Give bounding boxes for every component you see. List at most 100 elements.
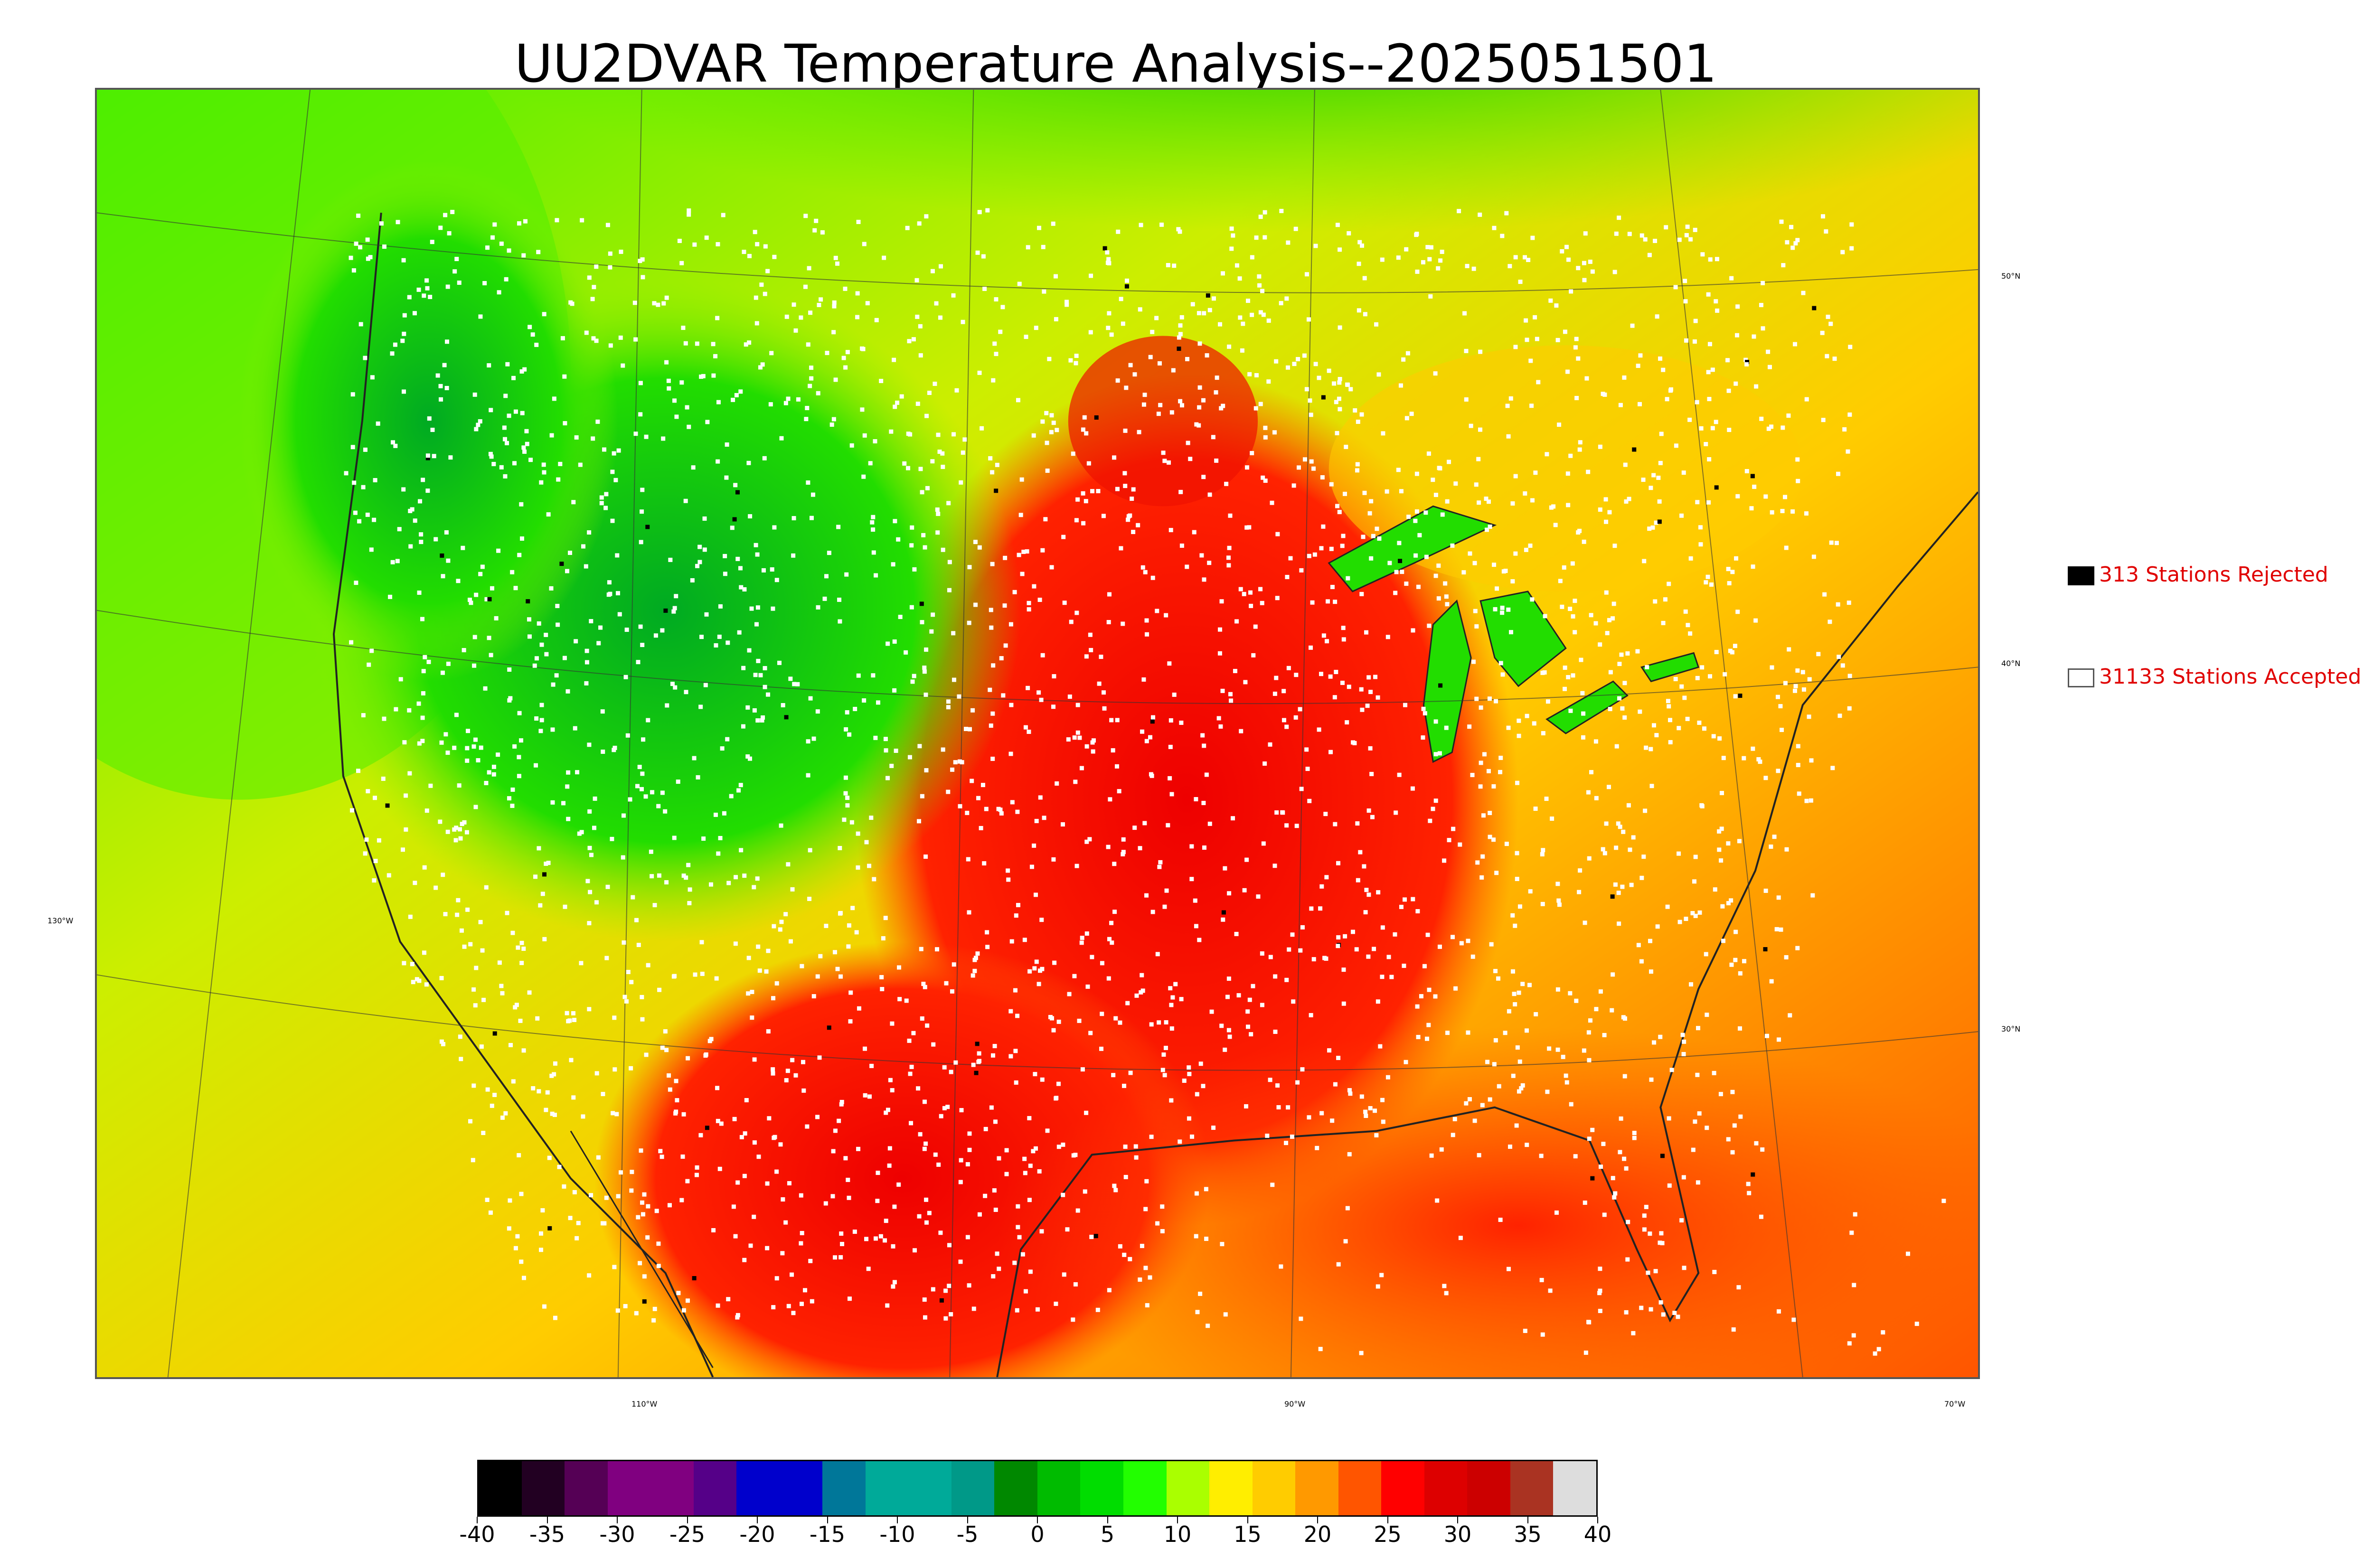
station-dot — [1528, 889, 1533, 894]
station-dot — [1321, 524, 1326, 529]
station-dot — [1354, 947, 1359, 952]
station-dot — [959, 1158, 963, 1163]
station-dot — [510, 803, 515, 808]
station-dot — [743, 1131, 747, 1136]
station-dot — [980, 426, 984, 431]
station-dot — [1576, 266, 1581, 271]
station-dot — [752, 1140, 757, 1145]
station-dot — [1632, 447, 1637, 452]
station-dot — [415, 977, 419, 982]
station-dot — [1044, 411, 1049, 415]
station-dot — [587, 845, 592, 850]
station-dot — [459, 928, 464, 933]
station-dot — [1324, 875, 1329, 880]
station-dot — [1214, 390, 1218, 395]
station-dot — [522, 367, 527, 372]
station-dot — [1369, 499, 1374, 504]
station-dot — [407, 708, 412, 713]
station-dot — [1340, 680, 1345, 685]
station-dot — [1530, 597, 1535, 602]
station-dot — [838, 1255, 843, 1259]
station-dot — [1573, 1154, 1578, 1159]
station-dot — [638, 259, 642, 263]
station-dot — [1497, 1084, 1501, 1089]
station-dot — [856, 831, 860, 836]
station-dot — [1341, 967, 1346, 972]
station-dot — [643, 794, 648, 799]
station-dot — [1125, 278, 1130, 283]
station-dot — [1696, 1026, 1700, 1031]
station-dot — [1276, 1105, 1281, 1109]
station-dot — [1523, 1329, 1527, 1333]
station-dot — [1734, 556, 1739, 561]
station-dot — [608, 343, 613, 348]
station-dot — [1245, 1009, 1250, 1014]
station-dot — [575, 1236, 579, 1240]
station-dot — [1426, 451, 1431, 456]
station-dot — [1355, 468, 1360, 473]
station-dot — [942, 1065, 947, 1070]
station-dot — [430, 240, 434, 244]
station-dot — [913, 1248, 917, 1253]
station-dot — [1604, 821, 1609, 826]
colorbar-tick — [1177, 1517, 1178, 1523]
station-dot — [1707, 342, 1712, 347]
station-dot — [363, 447, 367, 452]
station-dot — [845, 350, 850, 355]
station-dot — [1588, 259, 1592, 264]
station-dot — [1876, 1347, 1881, 1352]
station-dot — [472, 392, 477, 397]
station-dot — [1525, 714, 1529, 718]
station-dot — [1150, 329, 1155, 334]
station-dot — [1036, 690, 1041, 695]
station-dot — [1730, 1150, 1735, 1155]
station-dot — [638, 412, 643, 417]
station-dot — [641, 737, 646, 742]
station-dot — [1684, 338, 1688, 343]
station-dot — [604, 1195, 609, 1200]
station-dot — [1265, 1134, 1270, 1138]
station-dot — [1211, 1126, 1216, 1130]
station-dot — [517, 774, 521, 779]
station-dot — [1329, 482, 1334, 487]
station-dot — [1106, 326, 1111, 330]
station-dot — [1564, 244, 1569, 249]
station-dot — [408, 914, 413, 919]
station-dot — [613, 478, 618, 482]
station-dot — [1468, 551, 1472, 556]
station-dot — [563, 904, 567, 909]
station-dot — [1654, 520, 1658, 525]
station-dot — [488, 1210, 493, 1215]
station-dot — [1570, 561, 1575, 566]
station-dot — [1697, 1111, 1702, 1116]
station-dot — [1262, 761, 1267, 766]
station-dot — [1026, 685, 1030, 690]
station-dot — [681, 326, 686, 330]
station-dot — [638, 1261, 642, 1266]
station-dot — [908, 1071, 913, 1076]
station-dot — [1040, 419, 1045, 424]
colorbar-tick-label: -20 — [739, 1521, 775, 1547]
station-dot — [1721, 756, 1726, 761]
station-dot — [1574, 998, 1579, 1003]
station-dot — [605, 884, 610, 889]
station-dot — [556, 477, 561, 482]
station-dot — [1749, 506, 1754, 511]
station-dot — [1738, 694, 1743, 698]
station-dot — [951, 962, 956, 967]
station-dot — [547, 1226, 552, 1230]
station-dot — [1672, 1311, 1677, 1315]
station-dot — [500, 1115, 505, 1120]
station-dot — [363, 851, 367, 856]
station-dot — [1696, 1180, 1700, 1185]
station-dot — [707, 1039, 712, 1043]
temperature-map[interactable] — [95, 88, 1980, 1379]
station-dot — [1061, 1142, 1065, 1147]
station-dot — [1107, 592, 1112, 597]
station-dot — [1088, 330, 1093, 335]
station-dot — [592, 826, 596, 830]
station-dot — [1194, 797, 1198, 801]
colorbar-tick — [1457, 1517, 1458, 1523]
station-dot — [1577, 890, 1582, 894]
station-dot — [1034, 1146, 1038, 1151]
